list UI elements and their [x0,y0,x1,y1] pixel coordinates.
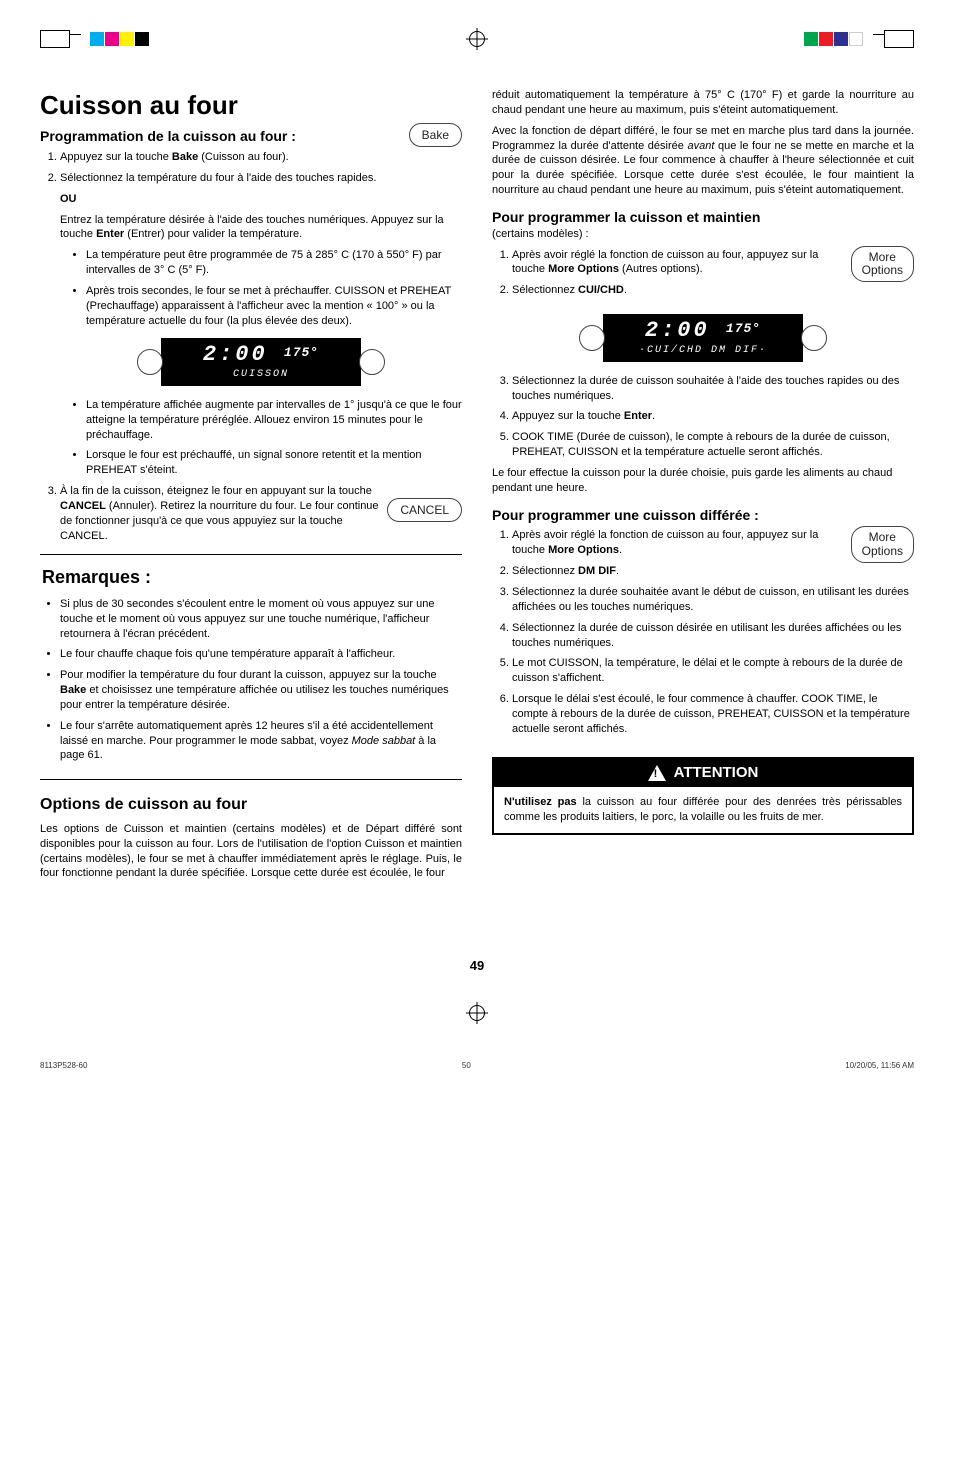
display-panel: 2:00 175° CUISSON [161,338,361,386]
registration-mark-bottom [469,1005,485,1021]
print-footer: 8113P528-60 50 10/20/05, 11:56 AM [40,1061,914,1072]
display-main: 2:00 175° [191,344,331,366]
d-step: Sélectionnez la durée souhaitée avant le… [512,585,914,615]
display-panel: 2:00 175° ·CUI/CHD DM DIF· [603,314,803,362]
maintien-sub: (certains modèles) : [492,227,914,242]
ou-paragraph: Entrez la température désirée à l'aide d… [60,213,462,243]
remarks-title: Remarques : [42,565,460,589]
registration-mark [469,31,485,47]
footer-timestamp: 10/20/05, 11:56 AM [845,1061,914,1072]
d-step: Sélectionnez la durée de cuisson désirée… [512,621,914,651]
left-column: Cuisson au four Bake Programmation de la… [40,88,462,887]
knob-icon [137,349,163,375]
page-title: Cuisson au four [40,88,462,123]
step-1: Appuyez sur la touche Bake (Cuisson au f… [60,150,462,165]
topbar-right [804,30,914,48]
color-swatch [804,32,818,46]
m-step: Sélectionnez la durée de cuisson souhait… [512,374,914,404]
oven-display-1: 2:00 175° CUISSON [60,338,462,386]
step-3: CANCEL À la fin de la cuisson, éteignez … [60,484,462,543]
d-step: Le mot CUISSON, la température, le délai… [512,656,914,686]
crop-mark-right [884,30,914,48]
more-options-button-2[interactable]: More Options [851,526,914,562]
continuation-p2: Avec la fonction de départ différé, le f… [492,124,914,198]
color-swatch [834,32,848,46]
maintien-heading: Pour programmer la cuisson et maintien [492,208,914,227]
attention-header: ATTENTION [494,759,912,787]
ou-label: OU [60,192,462,207]
footer-sheet: 50 [462,1061,471,1072]
color-swatch [819,32,833,46]
color-swatch [90,32,104,46]
programming-heading: Programmation de la cuisson au four : [40,127,462,146]
color-swatch [135,32,149,46]
step-2: Sélectionnez la température du four à l'… [60,171,462,478]
differee-steps: Après avoir réglé la fonction de cuisson… [492,528,914,736]
cancel-button[interactable]: CANCEL [387,498,462,522]
d-step: Sélectionnez DM DIF. [512,564,914,579]
color-swatch [105,32,119,46]
attention-body: N'utilisez pas la cuisson au four différ… [494,787,912,833]
display-sub: CUISSON [191,368,331,382]
color-swatch [120,32,134,46]
remark: Si plus de 30 secondes s'écoulent entre … [60,597,460,642]
knob-icon [579,325,605,351]
bullet: La température affichée augmente par int… [86,398,462,443]
bullet: Lorsque le four est préchauffé, un signa… [86,448,462,478]
bake-button[interactable]: Bake [409,123,462,147]
continuation-p1: réduit automatiquement la température à … [492,88,914,118]
step2-bullets: La température peut être programmée de 7… [68,248,462,328]
topbar-left [40,30,150,48]
more-options-button[interactable]: More Options [851,246,914,282]
m-step: Appuyez sur la touche Enter. [512,409,914,424]
m-step: COOK TIME (Durée de cuisson), le compte … [512,430,914,460]
programming-steps: Appuyez sur la touche Bake (Cuisson au f… [40,150,462,544]
remarks-list: Si plus de 30 secondes s'écoulent entre … [42,597,460,763]
step2-bullets-2: La température affichée augmente par int… [68,398,462,478]
options-title: Options de cuisson au four [40,794,462,816]
right-column: réduit automatiquement la température à … [492,88,914,887]
bullet: La température peut être programmée de 7… [86,248,462,278]
footer-doc-id: 8113P528-60 [40,1061,87,1072]
oven-display-2: 2:00 175° ·CUI/CHD DM DIF· [492,314,914,362]
maintien-steps-cont: Sélectionnez la durée de cuisson souhait… [492,374,914,460]
warning-icon [648,765,666,781]
m-step: Sélectionnez CUI/CHD. [512,283,914,298]
display-main: 2:00 175° [633,320,773,342]
differee-heading: Pour programmer une cuisson différée : [492,506,914,525]
knob-icon [359,349,385,375]
crop-mark-left [40,30,70,48]
knob-icon [801,325,827,351]
options-paragraph: Les options de Cuisson et maintien (cert… [40,822,462,881]
attention-box: ATTENTION N'utilisez pas la cuisson au f… [492,757,914,835]
d-step: Lorsque le délai s'est écoulé, le four c… [512,692,914,737]
registration-bar-top [40,30,914,48]
page-number: 49 [40,957,914,975]
remarks-box: Remarques : Si plus de 30 secondes s'éco… [40,554,462,781]
remark: Le four chauffe chaque fois qu'une tempé… [60,647,460,662]
color-swatch [849,32,863,46]
remark: Le four s'arrête automatiquement après 1… [60,719,460,764]
remark: Pour modifier la température du four dur… [60,668,460,713]
attention-title: ATTENTION [674,763,759,783]
bullet: Après trois secondes, le four se met à p… [86,284,462,329]
display-sub: ·CUI/CHD DM DIF· [633,344,773,358]
maintien-footer: Le four effectue la cuisson pour la duré… [492,466,914,496]
